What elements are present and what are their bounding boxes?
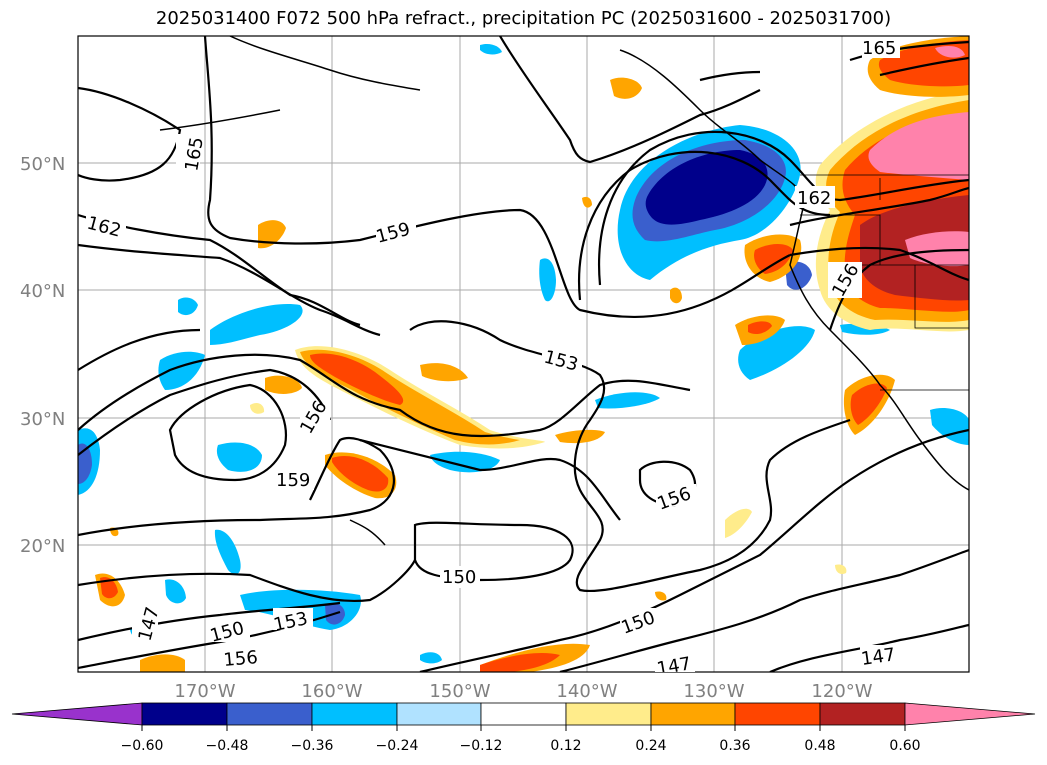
contour-label: 162 (797, 188, 831, 209)
lon-label: 150°W (429, 681, 490, 702)
colorbar-segment (311, 702, 398, 726)
contour-label: 147 (860, 644, 897, 670)
lon-label: 120°W (811, 681, 872, 702)
contour-label: 159 (276, 470, 310, 491)
contour-label: 150 (442, 567, 476, 588)
colorbar-tick-label: 0.48 (804, 738, 835, 754)
colorbar-segment (650, 702, 736, 726)
map-title: 2025031400 F072 500 hPa refract., precip… (155, 8, 892, 29)
lat-label: 20°N (20, 536, 65, 557)
contour-label: 156 (223, 647, 259, 671)
lat-label: 30°N (20, 409, 65, 430)
colorbar-segment (819, 702, 906, 726)
lon-label: 140°W (556, 681, 617, 702)
colorbar-tick-label: −0.60 (121, 738, 164, 754)
coastlines (159, 36, 969, 546)
colorbar-extend-high (904, 702, 1036, 726)
colorbar-segment (396, 702, 482, 726)
colorbar-tick-label: 0.12 (550, 738, 581, 754)
colorbar-ticks (141, 725, 906, 731)
lat-label: 50°N (20, 154, 65, 175)
colorbar-segment (226, 702, 313, 726)
refractivity-contours (78, 36, 969, 672)
colorbar-tick-label: −0.48 (206, 738, 249, 754)
lat-label: 40°N (20, 281, 65, 302)
contour-label: 165 (862, 38, 896, 59)
lon-label: 130°W (683, 681, 744, 702)
lon-label: 160°W (301, 681, 362, 702)
political-borders (800, 174, 969, 391)
colorbar-tick-label: −0.12 (460, 738, 503, 754)
colorbar-tick-label: 0.60 (889, 738, 920, 754)
precipitation-field-negative (78, 43, 969, 664)
colorbar-segment (565, 702, 652, 726)
precipitation-field-positive (95, 36, 969, 672)
colorbar-tick-label: 0.24 (635, 738, 666, 754)
colorbar-segment (734, 702, 821, 726)
colorbar-tick-label: 0.36 (719, 738, 750, 754)
colorbar-extend-low (11, 702, 143, 726)
colorbar (11, 702, 1036, 726)
colorbar-tick-label: −0.36 (291, 738, 334, 754)
contour-label: 147 (655, 653, 692, 680)
lon-label: 170°W (174, 681, 235, 702)
colorbar-tick-label: −0.24 (376, 738, 419, 754)
map-frame (77, 35, 970, 673)
colorbar-segment (141, 702, 228, 726)
colorbar-segment (480, 702, 567, 726)
